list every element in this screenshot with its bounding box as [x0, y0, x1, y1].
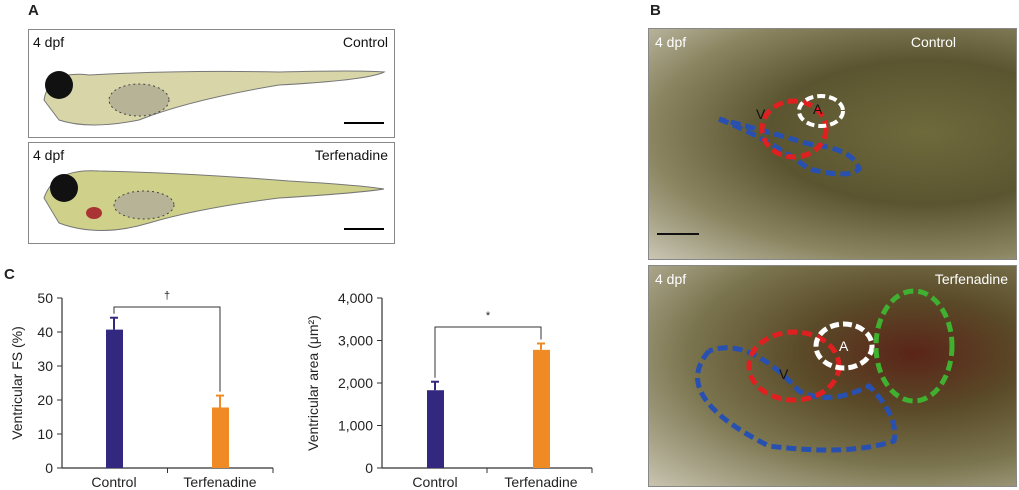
scale-bar: [344, 122, 384, 124]
bar-terfenadine: [212, 407, 229, 468]
heart-outlines: [718, 94, 862, 177]
stage-label: 4 dpf: [33, 34, 65, 50]
condition-label: Control: [342, 34, 388, 50]
fish-image-terfenadine: 4 dpf Terfenadine: [28, 142, 395, 244]
y-tick-label: 0: [365, 460, 373, 476]
y-axis-label: Ventricular FS (%): [9, 326, 25, 440]
bar-control: [427, 390, 444, 468]
y-axis-label: Ventricular area (μm²): [305, 315, 321, 451]
x-tick-label: Control: [412, 474, 457, 490]
fish-image-control: 4 dpf Control: [28, 29, 395, 138]
x-tick-label: Terfenadine: [183, 474, 256, 490]
stage-label: 4 dpf: [655, 271, 687, 287]
y-tick-label: 10: [37, 426, 53, 442]
panel-label-a: A: [28, 2, 39, 19]
atrium-marker: A: [813, 101, 823, 117]
atrium-marker: A: [839, 338, 849, 354]
condition-label: Terfenadine: [934, 271, 1008, 287]
panel-label-b: B: [650, 2, 661, 19]
y-tick-label: 30: [37, 358, 53, 374]
x-tick-label: Control: [91, 474, 136, 490]
heart-image-control: V A 4 dpf Control: [648, 28, 1017, 260]
heart-image-terfenadine: V A 4 dpf Terfenadine: [648, 265, 1017, 487]
y-tick-label: 4,000: [338, 290, 373, 306]
bar-control: [106, 329, 123, 468]
scale-bar: [657, 233, 699, 235]
heart-outlines: [695, 288, 955, 453]
significance-marker: *: [486, 310, 491, 322]
ventricle-marker: V: [756, 106, 766, 122]
bar-charts: 0 10 20 30 40 50 Ventricular FS (%) Control Terf…: [9, 290, 593, 490]
y-tick-label: 2,000: [338, 375, 373, 391]
condition-label: Control: [910, 34, 956, 50]
panel-label-c: C: [4, 266, 15, 283]
x-tick-label: Terfenadine: [504, 474, 577, 490]
stage-label: 4 dpf: [33, 147, 65, 163]
significance-bracket: [434, 326, 542, 378]
bar-terfenadine: [533, 349, 550, 468]
condition-label: Terfenadine: [314, 147, 388, 163]
zebrafish-larva-control: [43, 70, 386, 126]
zebrafish-larva-terfenadine: [43, 170, 385, 231]
y-tick-label: 0: [45, 460, 53, 476]
significance-marker: †: [164, 290, 170, 302]
y-tick-label: 1,000: [338, 418, 373, 434]
y-tick-label: 40: [37, 324, 53, 340]
scale-bar: [344, 228, 384, 230]
significance-bracket: [113, 306, 221, 392]
stage-label: 4 dpf: [655, 34, 687, 50]
y-tick-label: 50: [37, 290, 53, 306]
ventricle-marker: V: [779, 366, 789, 382]
y-tick-label: 20: [37, 392, 53, 408]
y-tick-label: 3,000: [338, 333, 373, 349]
